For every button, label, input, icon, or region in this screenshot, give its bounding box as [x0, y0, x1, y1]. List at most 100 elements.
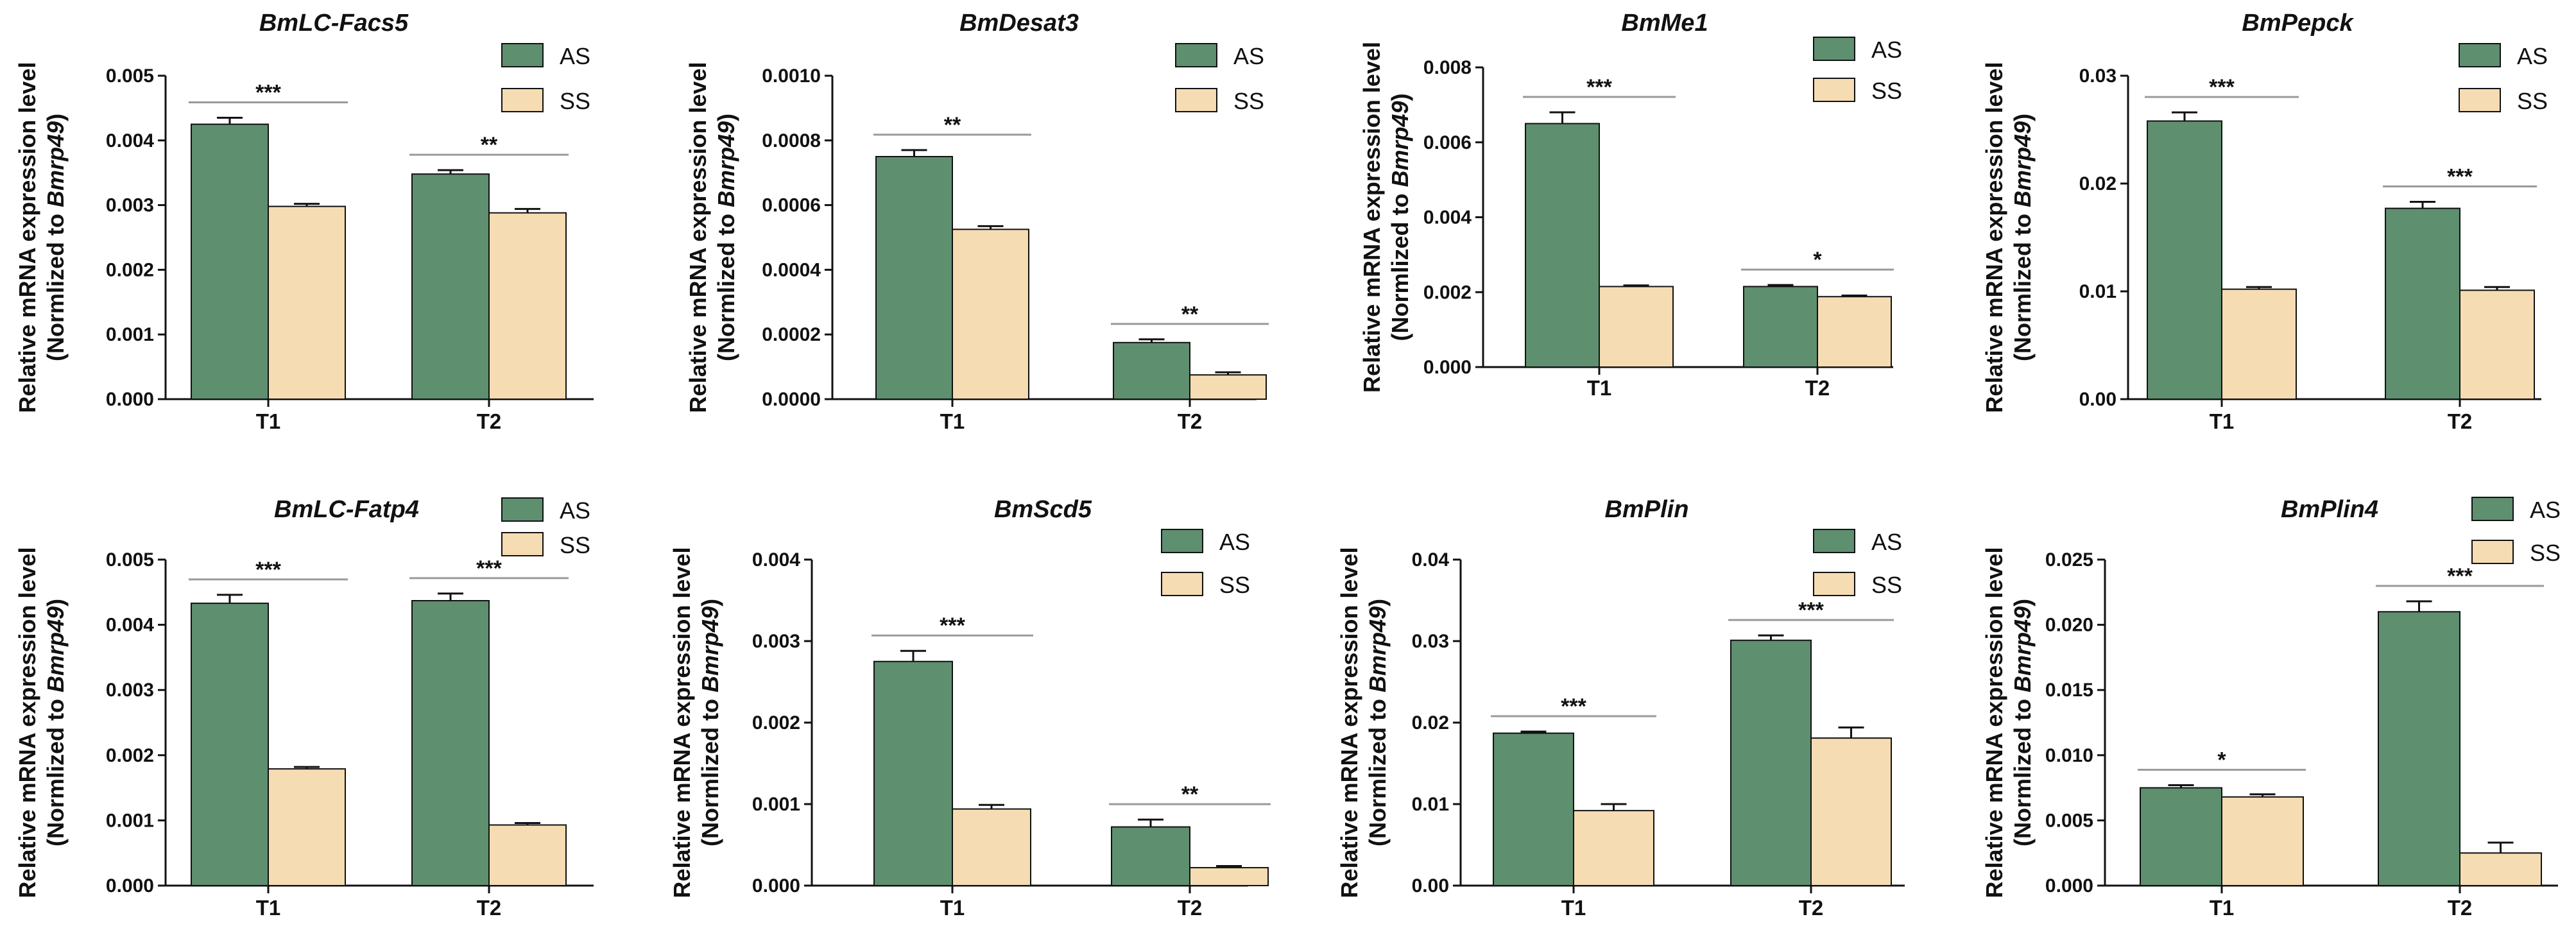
chart-panel-7: BmPlin Relative mRNA expression level(Nor…: [1336, 496, 1905, 920]
y-axis-label: Relative mRNA expression level(Normlized…: [1336, 547, 1391, 898]
bar-as-t2: [1111, 826, 1190, 887]
y-axis-label-gene: Bmrp49: [697, 606, 723, 692]
y-axis-label-suffix: ): [42, 599, 69, 606]
chart-title: BmLC-Fatp4: [274, 496, 419, 523]
y-tick-label: 0.0004: [762, 259, 821, 280]
y-axis-label-gene: Bmrp49: [1364, 606, 1391, 692]
significance-label: ***: [1561, 694, 1586, 719]
bar-ss-t2: [1817, 296, 1892, 368]
legend-swatch-ss: [1161, 572, 1203, 596]
bar-as-t1: [875, 156, 953, 400]
y-tick-label: 0.005: [2045, 810, 2093, 831]
legend-label-as: AS: [1871, 37, 1902, 63]
legend-label-as: AS: [2517, 43, 2548, 69]
significance-label: *: [2217, 748, 2226, 773]
chart-panel-2: BmDesat3 Relative mRNA expression level(N…: [685, 10, 1269, 433]
legend-swatch-as: [501, 497, 544, 522]
chart-title: BmScd5: [994, 496, 1092, 523]
y-tick-label: 0.001: [106, 810, 154, 831]
y-tick-label: 0.00: [1412, 875, 1449, 897]
y-axis-label: Relative mRNA expression level(Normlized…: [1359, 42, 1413, 393]
legend-swatch-ss: [1813, 78, 1855, 102]
significance-label: **: [1181, 782, 1199, 807]
legend-swatch-ss: [1813, 572, 1855, 596]
x-tick-label: T2: [1799, 896, 1824, 920]
chart-title: BmDesat3: [959, 10, 1079, 37]
bar-ss-t2: [1189, 374, 1267, 400]
legend-label-as: AS: [560, 43, 590, 69]
significance-label: *: [1813, 248, 1822, 272]
y-axis-label-gene: Bmrp49: [2009, 121, 2036, 207]
bar-as-t2: [2385, 207, 2460, 400]
legend-swatch-ss: [2471, 540, 2514, 564]
significance-label: ***: [1798, 598, 1824, 622]
legend-label-ss: SS: [560, 88, 590, 114]
y-axis-label-gene: Bmrp49: [1387, 101, 1413, 187]
significance-label: ***: [255, 558, 281, 582]
y-tick-label: 0.04: [1412, 549, 1450, 571]
bar-ss-t1: [268, 205, 346, 400]
legend-label-ss: SS: [2517, 88, 2548, 114]
y-axis-label-line1: Relative mRNA expression level: [685, 62, 711, 413]
x-tick-label: T1: [940, 896, 965, 920]
legend-label-as: AS: [1871, 529, 1902, 555]
x-tick-label: T2: [477, 896, 502, 920]
bar-as-t2: [411, 600, 490, 886]
chart-panel-5: BmLC-Fatp4 Relative mRNA expression level…: [14, 496, 594, 920]
bar-as-t2: [1113, 341, 1190, 400]
y-axis-label-gene: Bmrp49: [42, 606, 69, 692]
bar-ss-t2: [2459, 852, 2542, 886]
bar-as-t1: [2147, 120, 2222, 400]
legend-label-ss: SS: [1871, 78, 1902, 104]
bar-as-t2: [1730, 639, 1812, 886]
y-axis-label: Relative mRNA expression level(Normlized…: [1981, 547, 2036, 898]
y-axis-label-line2: (Normlized to: [2009, 692, 2036, 846]
x-tick-label: T1: [256, 409, 281, 433]
y-tick-label: 0.004: [1423, 207, 1472, 228]
y-tick-label: 0.003: [106, 195, 154, 216]
y-tick-label: 0.006: [1423, 132, 1472, 153]
y-tick-label: 0.002: [752, 712, 800, 734]
y-axis-label-line2: (Normlized to: [42, 692, 69, 846]
y-tick-label: 0.001: [106, 324, 154, 345]
y-tick-label: 0.0000: [762, 389, 821, 410]
bar-ss-t2: [2459, 289, 2535, 400]
y-axis-label-line1: Relative mRNA expression level: [1981, 547, 2007, 898]
x-tick-label: T1: [256, 896, 281, 920]
y-axis-label-gene: Bmrp49: [42, 121, 69, 207]
legend-label-as: AS: [560, 497, 590, 524]
y-tick-label: 0.0002: [762, 324, 821, 345]
bar-as-t2: [1743, 286, 1818, 368]
x-tick-label: T2: [2448, 409, 2473, 433]
y-tick-label: 0.005: [106, 65, 154, 87]
x-tick-label: T2: [1178, 409, 1203, 433]
y-tick-label: 0.03: [2079, 65, 2117, 87]
x-tick-label: T2: [477, 409, 502, 433]
y-tick-label: 0.000: [1423, 357, 1472, 378]
bar-ss-t1: [952, 228, 1029, 400]
bar-ss-t1: [2221, 796, 2304, 886]
significance-label: **: [1181, 302, 1199, 327]
y-axis-label-suffix: ): [2009, 599, 2036, 606]
bar-as-t1: [1493, 732, 1574, 887]
legend-label-ss: SS: [1219, 572, 1250, 598]
y-axis-label-line1: Relative mRNA expression level: [14, 62, 40, 413]
y-tick-label: 0.0008: [762, 130, 821, 151]
bar-ss-t2: [488, 824, 567, 886]
chart-panel-4: BmPepck Relative mRNA expression level(No…: [1981, 10, 2548, 433]
y-axis-label-line2: (Normlized to: [1387, 187, 1413, 341]
bar-as-t1: [191, 123, 269, 400]
legend-swatch-ss: [1175, 88, 1217, 112]
significance-label: ***: [2209, 75, 2235, 99]
bar-ss-t1: [952, 808, 1031, 886]
significance-label: **: [481, 133, 498, 157]
chart-title: BmPlin: [1605, 496, 1689, 523]
bar-ss-t2: [488, 212, 567, 400]
x-tick-label: T1: [1561, 896, 1586, 920]
significance-label: ***: [2447, 165, 2473, 189]
y-tick-label: 0.003: [752, 631, 800, 652]
legend-label-ss: SS: [560, 532, 590, 558]
chart-title: BmMe1: [1621, 10, 1708, 37]
legend-swatch-ss: [2459, 88, 2501, 112]
